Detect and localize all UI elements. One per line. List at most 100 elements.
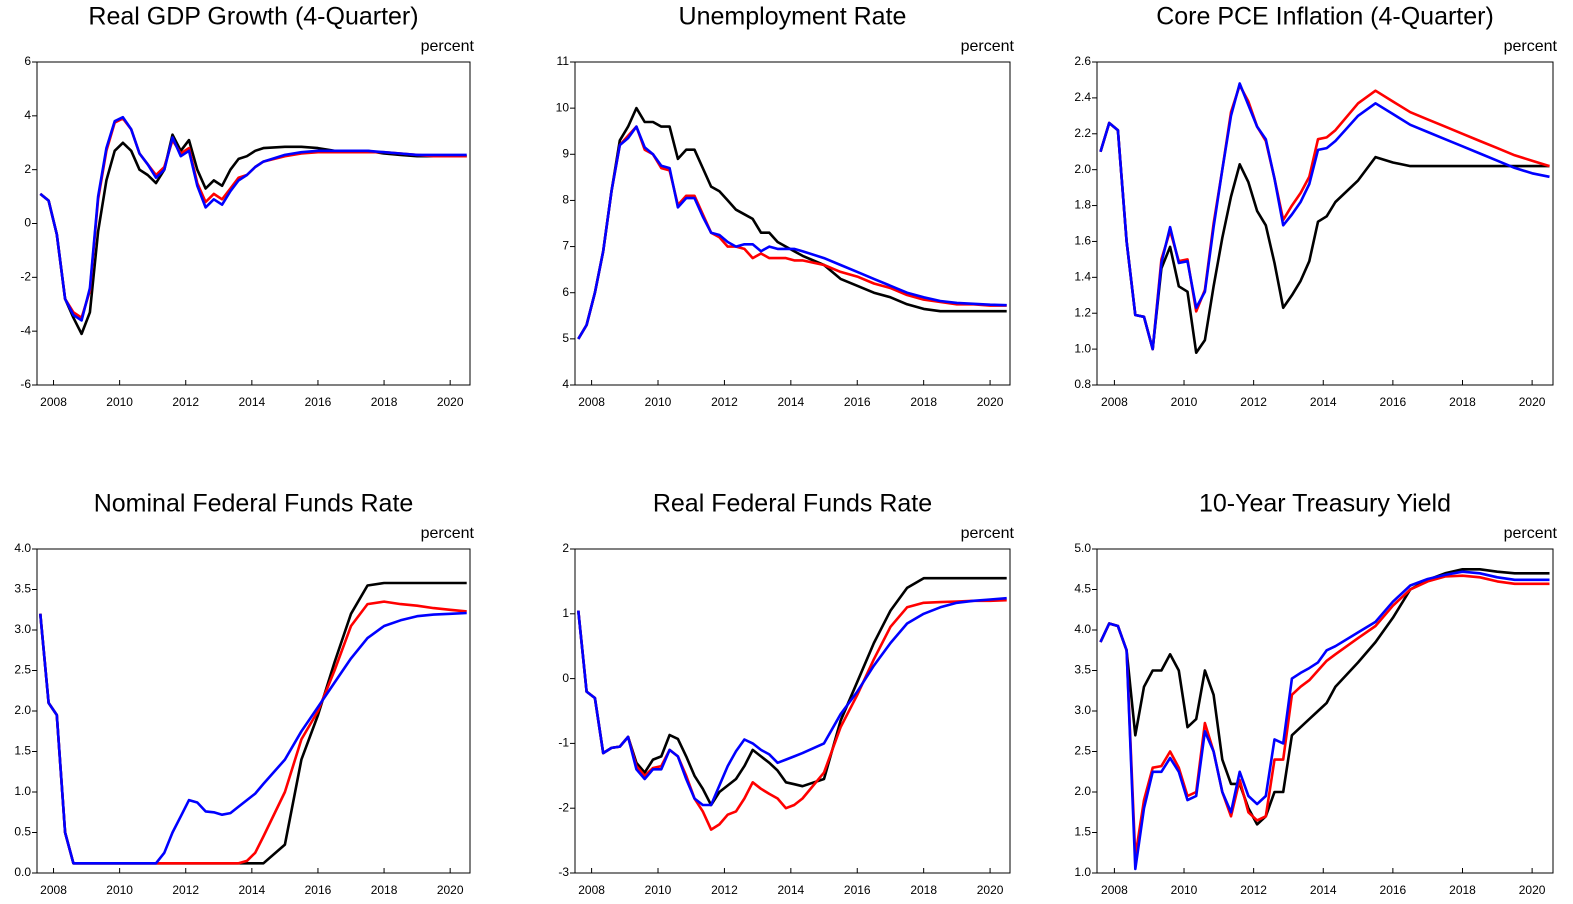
series-line: [577, 576, 1007, 807]
x-tick-label: 2008: [40, 883, 67, 897]
chart-title: Real GDP Growth (4-Quarter): [88, 3, 418, 31]
x-tick-label: 2016: [305, 883, 332, 897]
x-tick-label: 2018: [1449, 883, 1476, 897]
x-tick-label: 2008: [40, 395, 67, 409]
x-tick-label: 2008: [578, 883, 605, 897]
series-line: [577, 596, 1007, 807]
x-tick-label: 2020: [437, 883, 464, 897]
y-tick-label: 1.2: [1074, 305, 1091, 319]
series-line: [577, 106, 1007, 340]
y-tick-label: 2: [562, 541, 569, 555]
y-tick-label: -2: [20, 270, 31, 284]
y-tick-label: 0: [24, 216, 31, 230]
y-tick-label: 4: [24, 108, 31, 122]
y-tick-label: 6: [24, 54, 31, 68]
chart-title: Core PCE Inflation (4-Quarter): [1156, 3, 1494, 31]
x-tick-label: 2016: [844, 395, 871, 409]
y-tick-label: 3.5: [1074, 663, 1091, 677]
y-tick-label: 2.4: [1074, 90, 1091, 104]
y-tick-label: -2: [558, 800, 569, 814]
x-tick-label: 2010: [645, 395, 672, 409]
chart-panel: Real Federal Funds Rate percent -3 -2 -1 0 1 2 2…: [558, 490, 1014, 898]
series-line: [39, 117, 467, 319]
plot-frame: [1096, 548, 1554, 874]
x-tick-label: 2010: [1171, 883, 1198, 897]
series-line: [1099, 568, 1550, 826]
unit-label: percent: [961, 525, 1015, 542]
x-tick-label: 2012: [172, 883, 199, 897]
chart-panel: Unemployment Rate percent 4 5 6 7 8 9 10 11 2008 20…: [556, 3, 1015, 410]
plot-frame: [36, 548, 471, 874]
x-tick-label: 2018: [371, 883, 398, 897]
x-tick-label: 2018: [910, 395, 937, 409]
x-tick-label: 2014: [238, 883, 265, 897]
x-tick-label: 2016: [1380, 883, 1407, 897]
y-tick-label: 1.8: [1074, 198, 1091, 212]
y-tick-label: 11: [557, 54, 570, 68]
x-tick-label: 2014: [238, 395, 265, 409]
x-tick-label: 2010: [1171, 395, 1198, 409]
y-tick-label: 1.0: [14, 784, 31, 798]
y-tick-label: 2.2: [1074, 126, 1091, 140]
y-tick-label: 1.5: [14, 744, 31, 758]
series-line: [39, 600, 467, 865]
chart-panel: Nominal Federal Funds Rate percent 0.0 0.5 1…: [14, 490, 474, 898]
y-tick-label: -4: [20, 323, 31, 337]
x-tick-label: 2012: [711, 883, 738, 897]
x-tick-label: 2016: [844, 883, 871, 897]
y-tick-label: 0: [562, 671, 569, 685]
unit-label: percent: [421, 525, 475, 542]
x-tick-label: 2008: [578, 395, 605, 409]
x-tick-label: 2020: [1519, 883, 1546, 897]
x-tick-label: 2012: [1240, 395, 1267, 409]
plot-frame: [574, 548, 1011, 874]
y-tick-label: 2: [24, 162, 31, 176]
x-tick-label: 2010: [106, 883, 133, 897]
y-tick-label: -6: [20, 377, 31, 391]
x-tick-label: 2020: [977, 883, 1004, 897]
series-line: [577, 125, 1007, 340]
y-tick-label: 10: [556, 100, 570, 114]
y-tick-label: 1.5: [1074, 825, 1091, 839]
chart-panel: Real GDP Growth (4-Quarter)percent -6 -4 -2…: [20, 3, 474, 410]
series-line: [1099, 82, 1550, 351]
x-tick-label: 2010: [106, 395, 133, 409]
x-tick-label: 2014: [1310, 883, 1337, 897]
x-tick-label: 2018: [371, 395, 398, 409]
x-tick-label: 2012: [1240, 883, 1267, 897]
y-tick-label: 7: [562, 239, 569, 253]
y-tick-label: 3.0: [1074, 703, 1091, 717]
series-line: [1099, 570, 1550, 871]
plot-frame: [36, 61, 471, 386]
x-tick-label: 2012: [172, 395, 199, 409]
x-tick-label: 2014: [777, 883, 804, 897]
chart-title: 10-Year Treasury Yield: [1199, 490, 1451, 518]
plot-frame: [1096, 61, 1554, 386]
y-tick-label: 0.8: [1074, 377, 1091, 391]
y-tick-label: 2.5: [1074, 744, 1091, 758]
chart-panel: Core PCE Inflation (4-Quarter) percent 0.8…: [1074, 3, 1557, 410]
y-tick-label: 1.6: [1074, 234, 1091, 248]
y-tick-label: -3: [558, 865, 569, 879]
y-tick-label: 2.5: [14, 663, 31, 677]
series-line: [577, 125, 1007, 340]
x-tick-label: 2008: [1101, 883, 1128, 897]
y-tick-label: 2.0: [1074, 784, 1091, 798]
unit-label: percent: [1504, 38, 1558, 55]
y-tick-label: 1.0: [1074, 865, 1091, 879]
y-tick-label: 5.0: [1074, 541, 1091, 555]
x-tick-label: 2016: [1380, 395, 1407, 409]
y-tick-label: 2.0: [1074, 162, 1091, 176]
unit-label: percent: [961, 38, 1015, 55]
y-tick-label: 6: [562, 285, 569, 299]
unit-label: percent: [421, 38, 475, 55]
x-tick-label: 2020: [1519, 395, 1546, 409]
y-tick-label: -1: [558, 736, 569, 750]
x-tick-label: 2012: [711, 395, 738, 409]
y-tick-label: 2.0: [14, 703, 31, 717]
chart-panel: 10-Year Treasury Yield percent 1.0 1.5 2.0 2.…: [1074, 490, 1557, 898]
y-tick-label: 9: [562, 146, 569, 160]
x-tick-label: 2014: [1310, 395, 1337, 409]
y-tick-label: 1: [562, 606, 569, 620]
series-line: [39, 115, 467, 322]
